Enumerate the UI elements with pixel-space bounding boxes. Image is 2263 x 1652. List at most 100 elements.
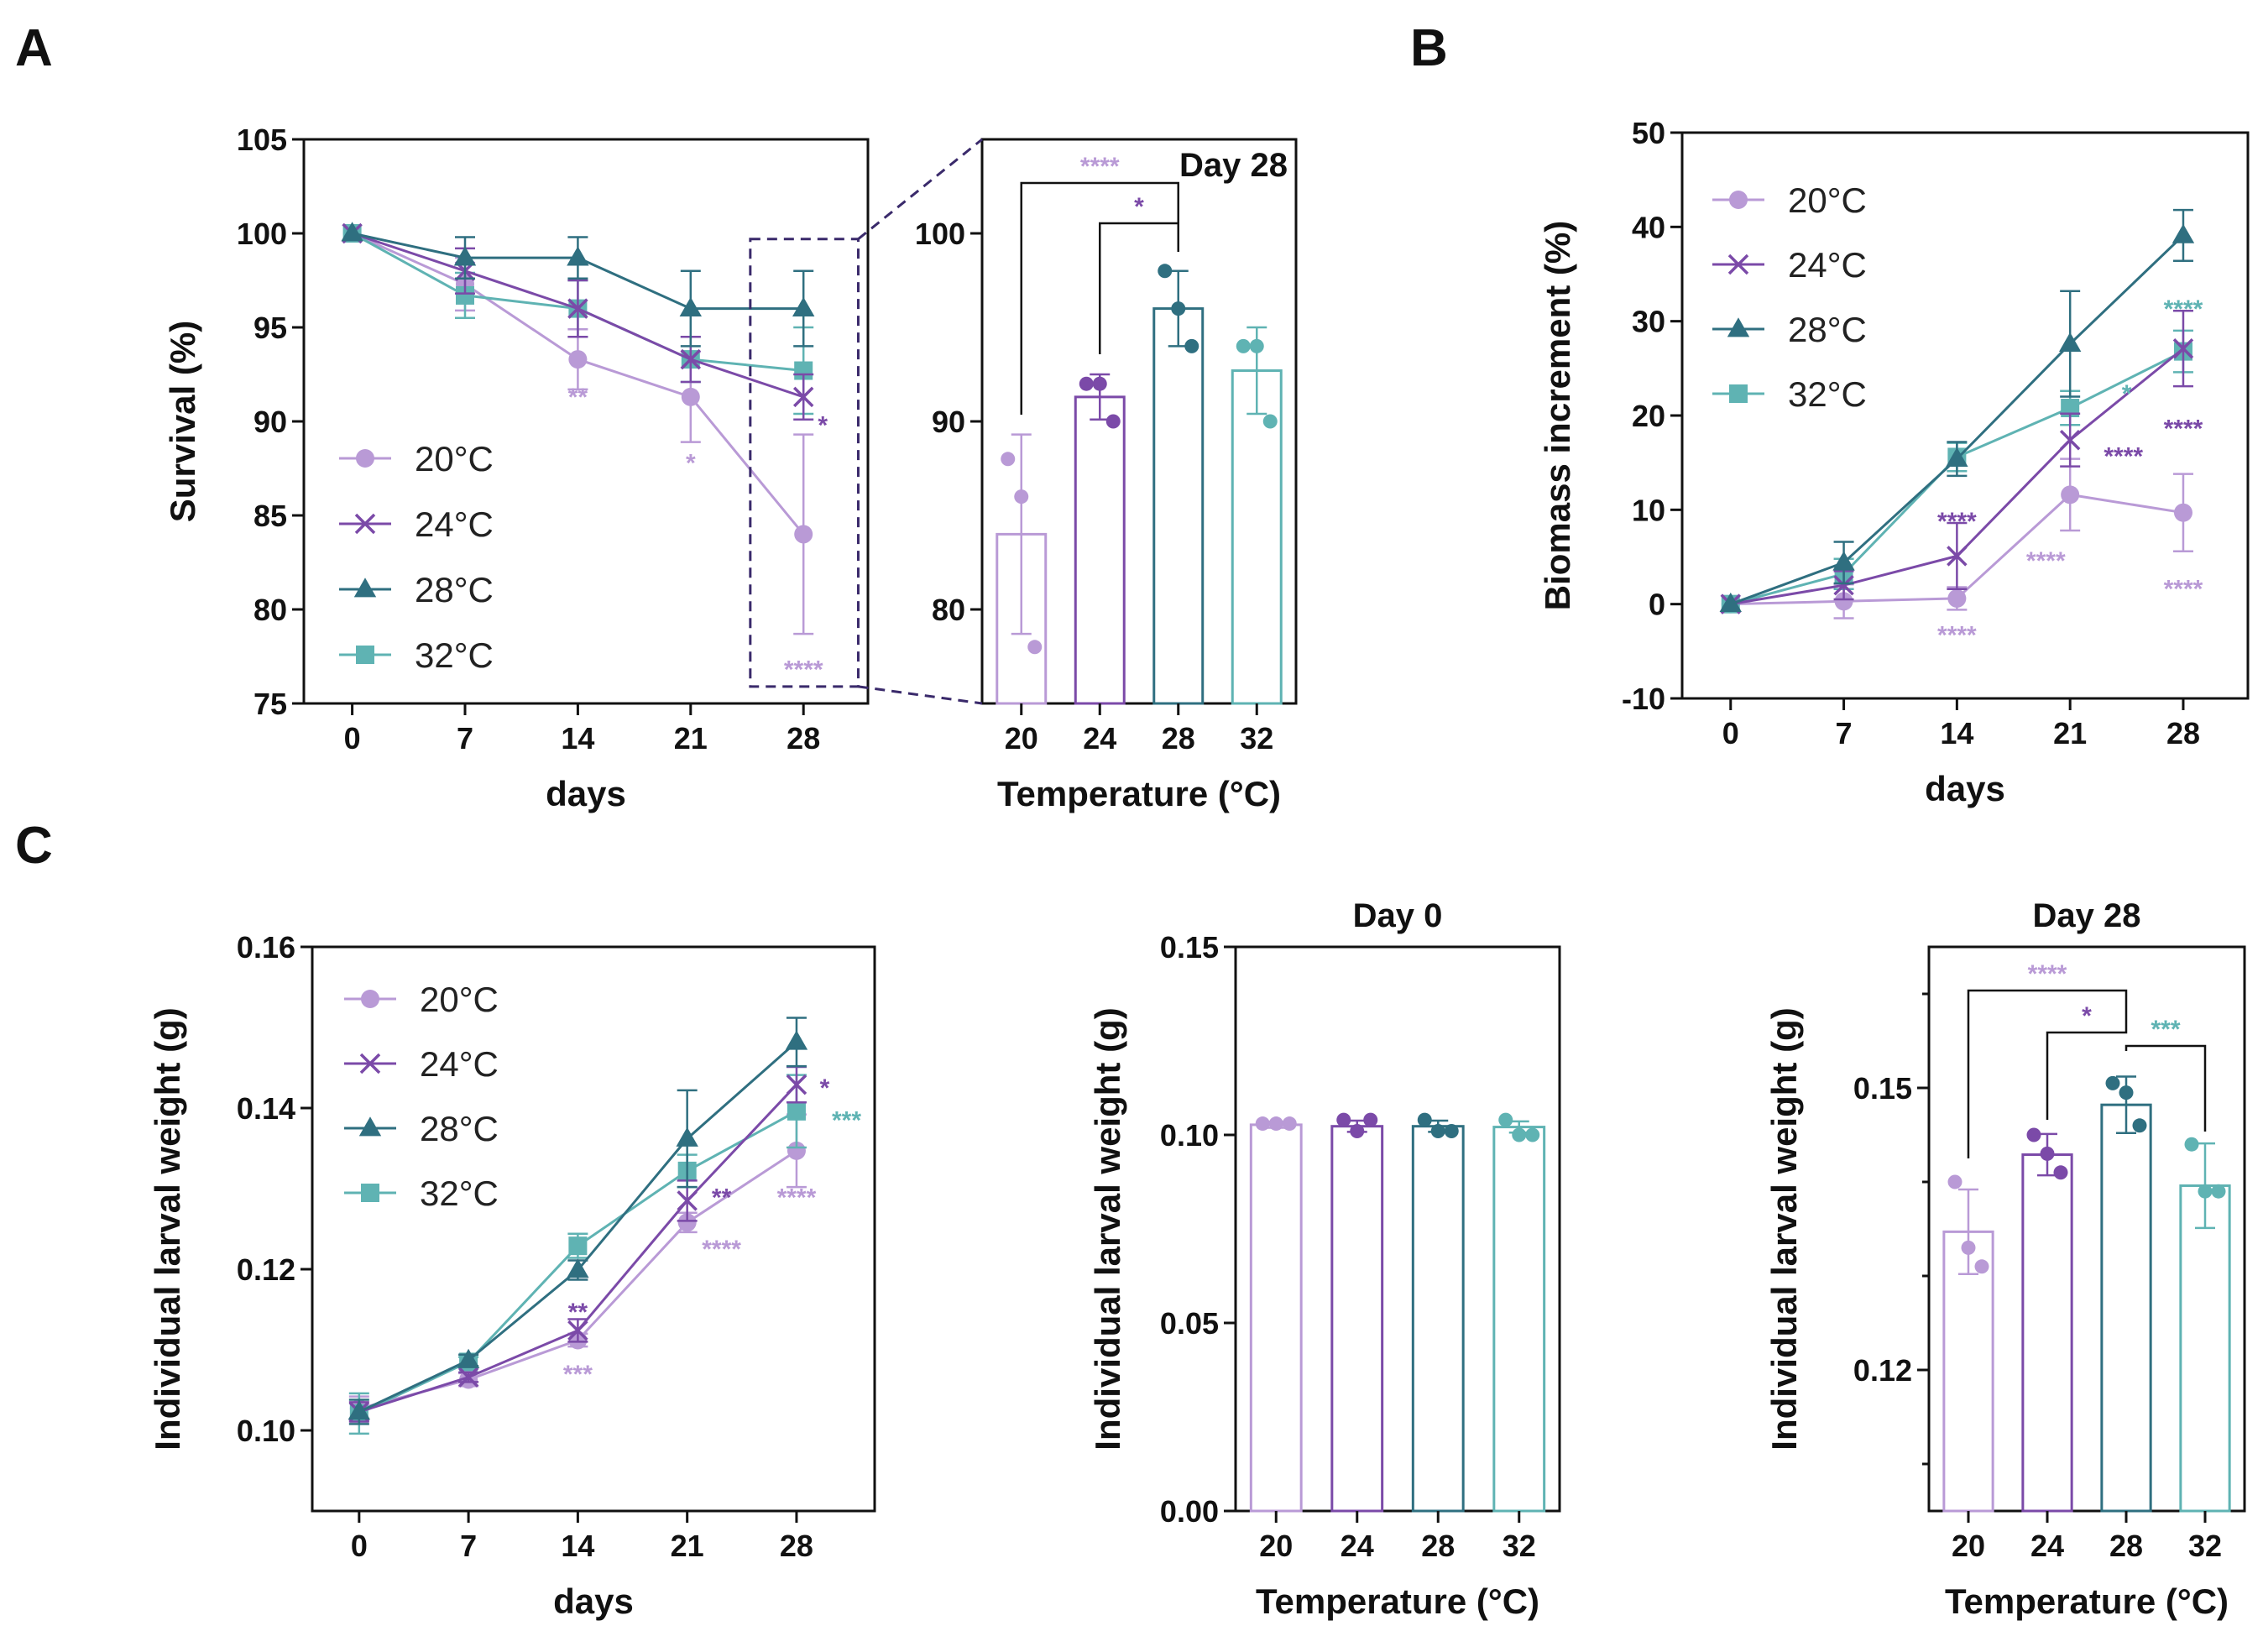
y-tick-label: 75 [253, 687, 287, 721]
x-tick-label: 28 [787, 721, 820, 755]
B-line-chart: -10 0 10 20 30 40 50 Biomass increment (%) 0 7 14 2… [1538, 116, 2250, 808]
y-tick-label: 10 [1632, 493, 1665, 527]
y-tick-label: 90 [253, 405, 287, 439]
data-point-32 [2211, 1184, 2226, 1199]
x-axis-title: days [546, 774, 626, 813]
data-point-24 [786, 1074, 807, 1095]
y-tick-label: 0.12 [1853, 1353, 1912, 1388]
legend-label-32: 32°C [415, 635, 494, 675]
y-tick-label: -10 [1622, 682, 1665, 716]
x-tick-label: 24 [2030, 1529, 2064, 1563]
x-tick-label: 7 [1836, 716, 1853, 750]
bar-24 [1330, 1125, 1384, 1513]
data-point-20 [1255, 1116, 1270, 1132]
significance-label: **** [2026, 547, 2066, 575]
significance-label: **** [2028, 960, 2067, 988]
data-point-28 [457, 1348, 480, 1368]
data-point-20 [2173, 503, 2192, 522]
data-point-24 [567, 1320, 588, 1341]
data-point-24 [792, 386, 814, 408]
y-tick-label: 80 [253, 593, 287, 627]
data-point-24 [2053, 1165, 2068, 1180]
data-point-20 [1947, 588, 1967, 608]
significance-label: * [1134, 193, 1144, 221]
data-point-24 [1336, 1112, 1351, 1127]
x-tick-label: 0 [1722, 716, 1739, 750]
data-point-28 [1417, 1112, 1432, 1127]
legend-marker-24 [354, 513, 376, 535]
x-tick-label: 20 [1259, 1529, 1293, 1563]
y-tick-label: 0.14 [237, 1091, 295, 1126]
data-point-24 [2059, 429, 2081, 451]
significance-label: **** [777, 1184, 817, 1212]
y-tick-label: 0.16 [237, 930, 295, 965]
data-point-28 [341, 222, 363, 242]
legend-marker-20 [356, 449, 374, 468]
x-axis-title: days [1925, 769, 2005, 808]
zoom-connector [857, 138, 983, 240]
y-axis-title: Survival (%) [163, 321, 202, 522]
x-axis-title: days [553, 1581, 634, 1621]
y-tick-label: 0.10 [1160, 1118, 1219, 1153]
x-tick-label: 32 [1503, 1529, 1536, 1563]
significance-label: * [820, 1074, 830, 1102]
data-point-28 [1171, 301, 1186, 316]
panel-label-b: B [1410, 19, 1448, 77]
zoom-box [749, 238, 860, 688]
y-tick-label: 100 [237, 217, 287, 251]
series-line-28 [358, 1041, 797, 1414]
data-point-20 [568, 350, 588, 369]
data-point-24 [1079, 376, 1094, 391]
significance-label: ** [568, 384, 588, 411]
data-point-32 [1525, 1127, 1540, 1142]
data-point-28 [792, 296, 815, 316]
legend-marker-32 [1729, 384, 1748, 403]
data-point-28 [785, 1030, 808, 1050]
series-24 [348, 1065, 807, 1423]
x-tick-label: 28 [1421, 1529, 1455, 1563]
data-point-28 [2105, 1075, 2120, 1090]
bar-32 [1492, 1126, 1546, 1513]
chart-title: Day 0 [1353, 897, 1443, 934]
legend-label-32: 32°C [1788, 374, 1867, 414]
legend-label-20: 20°C [420, 980, 499, 1019]
x-tick-label: 0 [344, 721, 361, 755]
legend-label-32: 32°C [420, 1174, 499, 1213]
data-point-24 [457, 1367, 479, 1388]
significance-bracket [1967, 989, 2128, 1158]
data-point-28 [679, 296, 702, 316]
panel-label-c: C [15, 817, 53, 875]
data-point-20 [1001, 452, 1016, 467]
data-point-24 [2172, 338, 2194, 359]
series-20 [342, 224, 814, 635]
legend: 20°C 24°C 28°C 32°C [344, 980, 499, 1213]
data-point-28 [567, 1258, 589, 1278]
significance-label: **** [2164, 576, 2203, 604]
y-tick-label: 105 [237, 123, 287, 157]
y-tick-label: 80 [932, 593, 965, 627]
y-tick-label: 20 [1632, 399, 1665, 433]
x-axis-title: Temperature (°C) [1256, 1581, 1539, 1621]
y-tick-label: 30 [1632, 305, 1665, 339]
data-point-20 [1834, 592, 1853, 611]
bar-24 [1074, 395, 1126, 705]
significance-label: **** [2164, 416, 2203, 443]
legend: 20°C 24°C 28°C 32°C [1712, 180, 1867, 414]
data-point-20 [2061, 485, 2080, 504]
data-point-24 [2026, 1127, 2041, 1142]
bar-28 [2100, 1103, 2152, 1513]
y-tick-label: 40 [1632, 210, 1665, 244]
significance-bracket [1020, 181, 1179, 415]
zoom-indicator [749, 138, 983, 705]
x-tick-label: 7 [457, 721, 473, 755]
legend-label-24: 24°C [420, 1044, 499, 1084]
data-point-32 [456, 285, 474, 305]
data-point-28 [2132, 1118, 2147, 1133]
significance-label: * [2082, 1002, 2092, 1030]
significance-label: **** [1937, 508, 1977, 536]
data-point-28 [1430, 1124, 1445, 1139]
legend-marker-28 [353, 578, 377, 598]
significance-label: **** [784, 656, 823, 684]
data-point-20 [1974, 1259, 1989, 1274]
